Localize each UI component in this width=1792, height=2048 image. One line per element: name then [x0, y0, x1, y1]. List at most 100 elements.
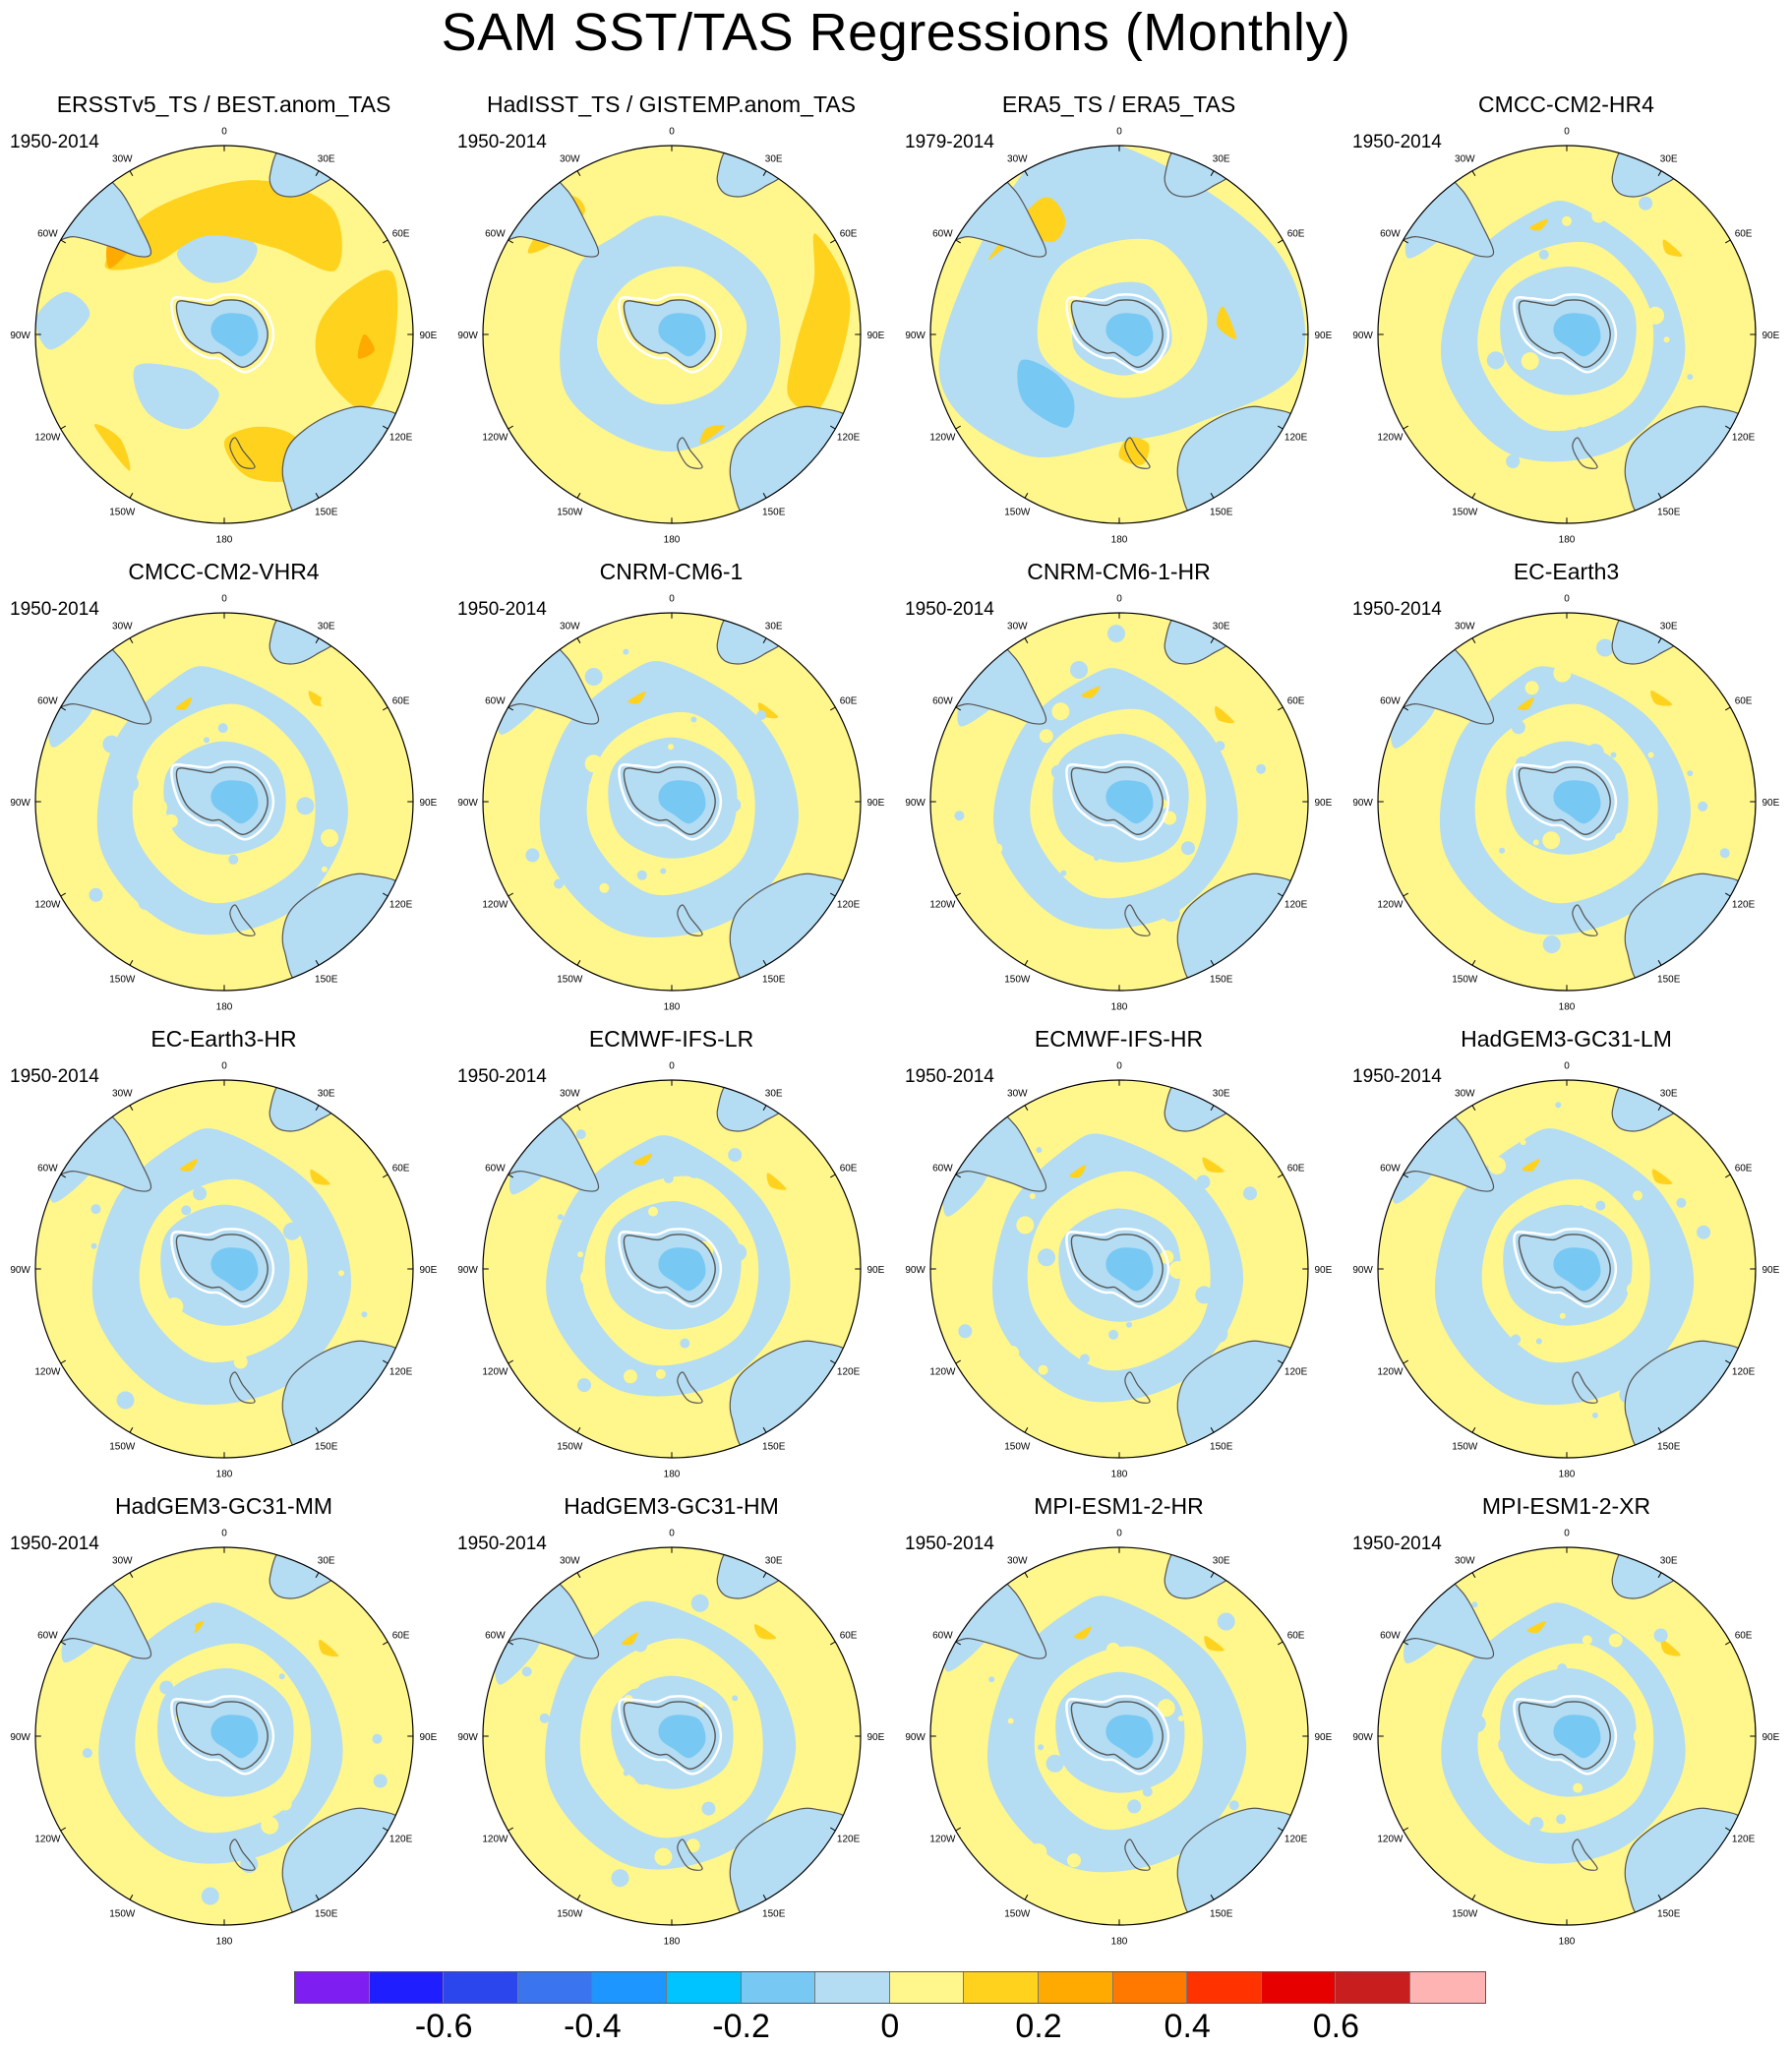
- noise-patch: [1460, 838, 1466, 845]
- lon-tick: [1657, 170, 1662, 176]
- noise-patch: [1639, 196, 1653, 211]
- lon-tick: [1403, 1174, 1408, 1178]
- noise-patch: [1647, 752, 1654, 758]
- noise-patch: [120, 774, 139, 793]
- lon-label: 150W: [1004, 1442, 1031, 1453]
- lon-tick: [955, 239, 961, 244]
- lon-tick: [1725, 1174, 1731, 1178]
- map-panel: 0 30E 60E 90E 120E 150E 180 150W 120W 90W 60W 30W EC…: [1343, 558, 1790, 1020]
- polar-map: 0 30E 60E 90E 120E 150E 180 150W 120W 90W 60W 30W: [10, 594, 437, 1013]
- lon-tick: [1471, 1427, 1476, 1433]
- lon-tick: [129, 170, 134, 176]
- lon-tick: [576, 637, 581, 643]
- panel-period: 1950-2014: [10, 599, 99, 620]
- lon-tick: [508, 1359, 513, 1364]
- noise-patch: [1235, 1767, 1242, 1774]
- noise-patch: [1608, 1633, 1623, 1648]
- noise-patch: [1697, 1225, 1711, 1239]
- noise-patch: [90, 1204, 101, 1215]
- lon-label: 30E: [318, 1555, 335, 1566]
- polar-map: 0 30E 60E 90E 120E 150E 180 150W 120W 90W 60W 30W: [457, 1061, 884, 1480]
- noise-patch: [133, 657, 140, 664]
- noise-patch: [1029, 1193, 1036, 1199]
- noise-patch: [992, 843, 1003, 854]
- antarctica-interior: [1553, 780, 1601, 824]
- lon-label: 120W: [1377, 1367, 1404, 1378]
- sea-ice-edge: [1513, 293, 1618, 374]
- new-zealand-outline: [1572, 437, 1598, 469]
- lon-tick: [60, 1641, 66, 1646]
- lon-tick: [576, 1105, 581, 1111]
- noise-patch: [1425, 1319, 1436, 1330]
- lon-tick: [1657, 1895, 1662, 1900]
- anomaly-region: [627, 691, 646, 704]
- noise-patch: [1177, 1716, 1184, 1721]
- noise-patch: [550, 1747, 557, 1754]
- map-panel: 0 30E 60E 90E 120E 150E 180 150W 120W 90W 60W 30W EC…: [0, 1025, 448, 1487]
- new-zealand-outline: [1572, 1838, 1598, 1871]
- noise-patch: [660, 868, 667, 874]
- lon-label: 180: [664, 1469, 681, 1479]
- panel-title: ERSSTv5_TS / BEST.anom_TAS: [56, 91, 391, 117]
- lon-tick: [1278, 1641, 1284, 1646]
- anomaly-region: [632, 1153, 652, 1166]
- panel-period: 1950-2014: [457, 1066, 547, 1087]
- noise-patch: [1196, 1175, 1211, 1189]
- lon-label: 150E: [1657, 1442, 1681, 1453]
- lon-tick: [576, 1895, 581, 1900]
- lon-label: 60E: [1735, 1163, 1753, 1174]
- noise-patch: [159, 1680, 174, 1695]
- noise-patch: [1542, 935, 1561, 954]
- noise-patch: [1451, 309, 1457, 316]
- anomaly-region: [1651, 1169, 1673, 1185]
- lon-tick: [830, 706, 836, 711]
- lon-label: 0: [669, 127, 675, 138]
- lon-tick: [1024, 1895, 1029, 1900]
- noise-patch: [233, 1355, 248, 1369]
- lon-label: 90W: [457, 331, 478, 341]
- lon-label: 30E: [1213, 621, 1230, 632]
- lon-tick: [60, 239, 66, 244]
- lon-label: 0: [1116, 594, 1122, 605]
- map-panel: 0 30E 60E 90E 120E 150E 180 150W 120W 90W 60W 30W Ha…: [1343, 1025, 1790, 1487]
- antarctica-interior: [1553, 1247, 1601, 1292]
- noise-patch: [988, 1676, 995, 1683]
- lon-label: 0: [1564, 594, 1570, 605]
- lon-label: 180: [1559, 1936, 1576, 1947]
- lon-label: 120E: [1284, 900, 1308, 911]
- lon-label: 60E: [1287, 1163, 1305, 1174]
- lon-tick: [1657, 637, 1662, 643]
- noise-patch: [824, 757, 839, 772]
- lon-tick: [129, 1895, 134, 1900]
- noise-patch: [1038, 1248, 1055, 1267]
- noise-patch: [680, 1338, 690, 1349]
- lon-tick: [1471, 493, 1476, 499]
- noise-patch: [149, 798, 168, 816]
- lon-label: 150E: [315, 1909, 338, 1920]
- noise-patch: [618, 799, 632, 813]
- lon-label: 150E: [315, 975, 338, 986]
- lon-label: 60W: [37, 695, 58, 706]
- noise-patch: [611, 1869, 629, 1888]
- lon-label: 120E: [1284, 1835, 1308, 1845]
- noise-patch: [1154, 733, 1161, 740]
- lon-tick: [576, 170, 581, 176]
- lon-label: 150E: [762, 1442, 786, 1453]
- noise-patch: [747, 850, 765, 868]
- map-panel: 0 30E 60E 90E 120E 150E 180 150W 120W 90W 60W 30W Ha…: [448, 90, 895, 553]
- lon-label: 30W: [112, 1555, 133, 1566]
- noise-patch: [1687, 770, 1694, 777]
- noise-patch: [1039, 729, 1053, 744]
- noise-patch: [305, 1244, 312, 1251]
- noise-patch: [1485, 1199, 1504, 1218]
- new-zealand-outline: [1572, 1371, 1598, 1404]
- noise-patch: [1591, 1412, 1598, 1418]
- lon-label: 150E: [1210, 1442, 1233, 1453]
- noise-patch: [1542, 831, 1561, 850]
- colorbar-swatch: [592, 1972, 667, 2003]
- polar-map: 0 30E 60E 90E 120E 150E 180 150W 120W 90W 60W 30W: [1352, 1529, 1779, 1948]
- lon-label: 60E: [840, 228, 858, 239]
- noise-patch: [1126, 1321, 1132, 1328]
- noise-patch: [804, 724, 813, 735]
- panel-period: 1950-2014: [1352, 132, 1442, 152]
